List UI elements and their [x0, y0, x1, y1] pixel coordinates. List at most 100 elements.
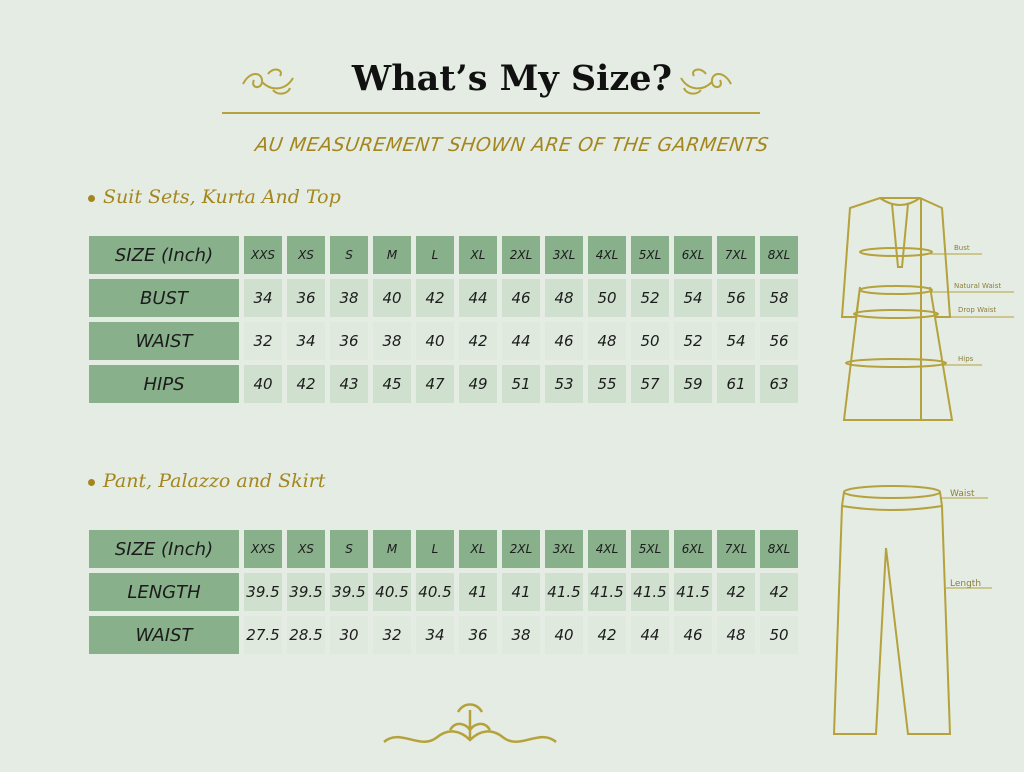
measurement-cell: 50 [631, 322, 669, 360]
measurement-cell: 53 [545, 365, 583, 403]
measurement-cell: 46 [545, 322, 583, 360]
measurement-cell: 41.5 [631, 573, 669, 611]
measurement-cell: 39.5 [244, 573, 282, 611]
measurement-cell: 51 [502, 365, 540, 403]
size-label: SIZE (Inch) [89, 530, 239, 568]
size-header-cell: 4XL [588, 236, 626, 274]
measurement-cell: 40 [244, 365, 282, 403]
size-header-cell: 5XL [631, 236, 669, 274]
size-header-cell: 7XL [717, 530, 755, 568]
bullet-icon [88, 194, 95, 202]
measurement-cell: 41 [502, 573, 540, 611]
section-heading-text: Pant, Palazzo and Skirt [103, 470, 326, 492]
measurement-cell: 42 [287, 365, 325, 403]
measurement-cell: 50 [760, 616, 798, 654]
size-header-cell: 3XL [545, 236, 583, 274]
measurement-cell: 42 [416, 279, 454, 317]
section-heading-tops: Suit Sets, Kurta And Top [88, 186, 341, 208]
size-header-cell: XS [287, 530, 325, 568]
size-header-cell: L [416, 530, 454, 568]
measurement-cell: 38 [502, 616, 540, 654]
measurement-cell: 41 [459, 573, 497, 611]
measurement-cell: 45 [373, 365, 411, 403]
measurement-cell: 49 [459, 365, 497, 403]
measurement-cell: 39.5 [330, 573, 368, 611]
measurement-cell: 57 [631, 365, 669, 403]
measurement-cell: 36 [287, 279, 325, 317]
size-header-cell: XXS [244, 530, 282, 568]
measurement-cell: 30 [330, 616, 368, 654]
size-header-cell: 7XL [717, 236, 755, 274]
label-bust: Bust [954, 244, 970, 252]
row-label: HIPS [89, 365, 239, 403]
measurement-cell: 47 [416, 365, 454, 403]
measurement-cell: 59 [674, 365, 712, 403]
measurement-cell: 32 [244, 322, 282, 360]
subtitle: AU MEASUREMENT SHOWN ARE OF THE GARMENTS [253, 134, 771, 156]
measurement-cell: 40 [545, 616, 583, 654]
measurement-cell: 56 [760, 322, 798, 360]
measurement-cell: 44 [502, 322, 540, 360]
measurement-cell: 38 [330, 279, 368, 317]
title-divider [222, 112, 760, 114]
size-header-cell: XL [459, 236, 497, 274]
pants-diagram: Waist Length [832, 485, 992, 735]
measurement-cell: 41.5 [674, 573, 712, 611]
measurement-cell: 39.5 [287, 573, 325, 611]
table-row: BUST 34 36 38 40 42 44 46 48 50 52 54 56 58 [89, 279, 798, 317]
measurement-cell: 27.5 [244, 616, 282, 654]
measurement-cell: 43 [330, 365, 368, 403]
size-header-cell: XXS [244, 236, 282, 274]
measurement-cell: 34 [287, 322, 325, 360]
measurement-cell: 61 [717, 365, 755, 403]
label-length: Length [950, 579, 981, 589]
size-header-cell: S [330, 530, 368, 568]
section-heading-text: Suit Sets, Kurta And Top [103, 186, 341, 208]
measurement-cell: 48 [588, 322, 626, 360]
measurement-cell: 41.5 [545, 573, 583, 611]
size-header-cell: XL [459, 530, 497, 568]
measurement-cell: 52 [674, 322, 712, 360]
measurement-cell: 40.5 [416, 573, 454, 611]
row-label: LENGTH [89, 573, 239, 611]
measurement-cell: 34 [416, 616, 454, 654]
measurement-cell: 36 [330, 322, 368, 360]
measurement-cell: 42 [717, 573, 755, 611]
size-header-cell: 6XL [674, 236, 712, 274]
label-waist: Waist [950, 489, 975, 499]
flourish-left-icon [242, 68, 294, 95]
row-label: WAIST [89, 322, 239, 360]
measurement-cell: 46 [502, 279, 540, 317]
measurement-cell: 38 [373, 322, 411, 360]
measurement-cell: 28.5 [287, 616, 325, 654]
bottom-flourish-icon [383, 703, 557, 744]
measurement-cell: 42 [459, 322, 497, 360]
measurement-cell: 48 [545, 279, 583, 317]
table-row: WAIST 27.5 28.5 30 32 34 36 38 40 42 44 46 48 50 [89, 616, 798, 654]
measurement-cell: 48 [717, 616, 755, 654]
label-hips: Hips [958, 355, 974, 363]
measurement-cell: 40 [416, 322, 454, 360]
kurta-diagram: Bust Natural Waist Drop Waist Hips [840, 197, 1014, 421]
measurement-cell: 40 [373, 279, 411, 317]
measurement-cell: 36 [459, 616, 497, 654]
size-header-cell: 6XL [674, 530, 712, 568]
measurement-cell: 52 [631, 279, 669, 317]
flourish-right-icon [680, 68, 732, 95]
label-drop-waist: Drop Waist [958, 306, 996, 314]
table-row: LENGTH 39.5 39.5 39.5 40.5 40.5 41 41 41.5 41.5 41… [89, 573, 798, 611]
table-row: HIPS 40 42 43 45 47 49 51 53 55 57 59 61 63 [89, 365, 798, 403]
measurement-cell: 58 [760, 279, 798, 317]
section-heading-bottoms: Pant, Palazzo and Skirt [88, 470, 325, 492]
size-header-cell: L [416, 236, 454, 274]
size-header-cell: S [330, 236, 368, 274]
row-label: WAIST [89, 616, 239, 654]
measurement-cell: 42 [760, 573, 798, 611]
label-natural-waist: Natural Waist [954, 282, 1001, 290]
measurement-cell: 55 [588, 365, 626, 403]
size-label: SIZE (Inch) [89, 236, 239, 274]
size-header-cell: 3XL [545, 530, 583, 568]
table-header-row: SIZE (Inch) XXS XS S M L XL 2XL 3XL 4XL 5XL 6XL 7XL 8… [89, 530, 798, 568]
measurement-cell: 63 [760, 365, 798, 403]
size-header-cell: 5XL [631, 530, 669, 568]
